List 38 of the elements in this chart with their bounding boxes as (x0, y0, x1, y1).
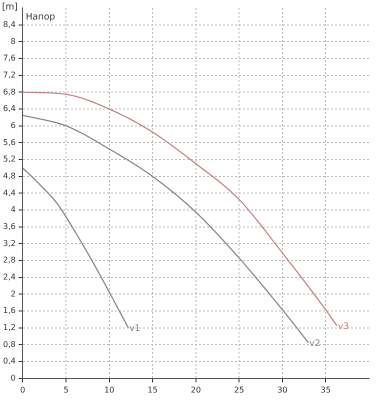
x-tick-label: 5 (63, 385, 69, 394)
y-tick-label: 8 (10, 36, 16, 46)
y-tick-label: 7,2 (2, 70, 16, 80)
y-tick-label: 1,2 (2, 322, 16, 332)
y-axis-title: [m] (2, 2, 18, 12)
x-tick-label: 10 (104, 385, 114, 394)
y-tick-label: 8,4 (2, 20, 16, 29)
series-label: v2 (309, 338, 320, 349)
y-tick-label: 5,6 (2, 138, 16, 147)
y-tick-label: 0 (10, 373, 16, 382)
y-tick-label: 3,6 (2, 222, 16, 231)
y-tick-label: 0,4 (2, 356, 16, 366)
text: Напор (26, 12, 56, 22)
x-tick-label: 30 (277, 385, 288, 394)
y-tick-label: 1,6 (2, 306, 16, 316)
y-tick-label: 5,2 (2, 154, 16, 164)
y-tick-label: 6 (10, 120, 16, 130)
x-tick-label: 20 (190, 385, 201, 394)
line-series (22, 167, 129, 328)
x-tick-label: 15 (147, 385, 158, 394)
y-tick-label: 0,8 (2, 340, 16, 349)
y-tick-label: 4,8 (2, 171, 16, 180)
line-series (22, 114, 309, 344)
y-tick-label: 6,8 (2, 87, 16, 96)
y-tick-label: 2,8 (2, 256, 16, 265)
series-label: v1 (129, 324, 140, 334)
x-tick-label: 25 (234, 385, 244, 394)
x-tick-label: 0 (20, 385, 26, 394)
line-series (22, 92, 338, 326)
series-label: v3 (338, 322, 350, 332)
y-tick-label: 6,4 (2, 104, 16, 114)
y-tick-label: 3,2 (2, 238, 16, 248)
y-tick-label: 2,4 (2, 272, 16, 282)
y-tick-label: 4,4 (2, 188, 16, 198)
y-tick-label: 7,6 (2, 54, 16, 63)
y-tick-label: 2 (10, 289, 16, 298)
x-tick-label: 35 (320, 385, 331, 394)
y-tick-label: 4 (10, 205, 16, 214)
